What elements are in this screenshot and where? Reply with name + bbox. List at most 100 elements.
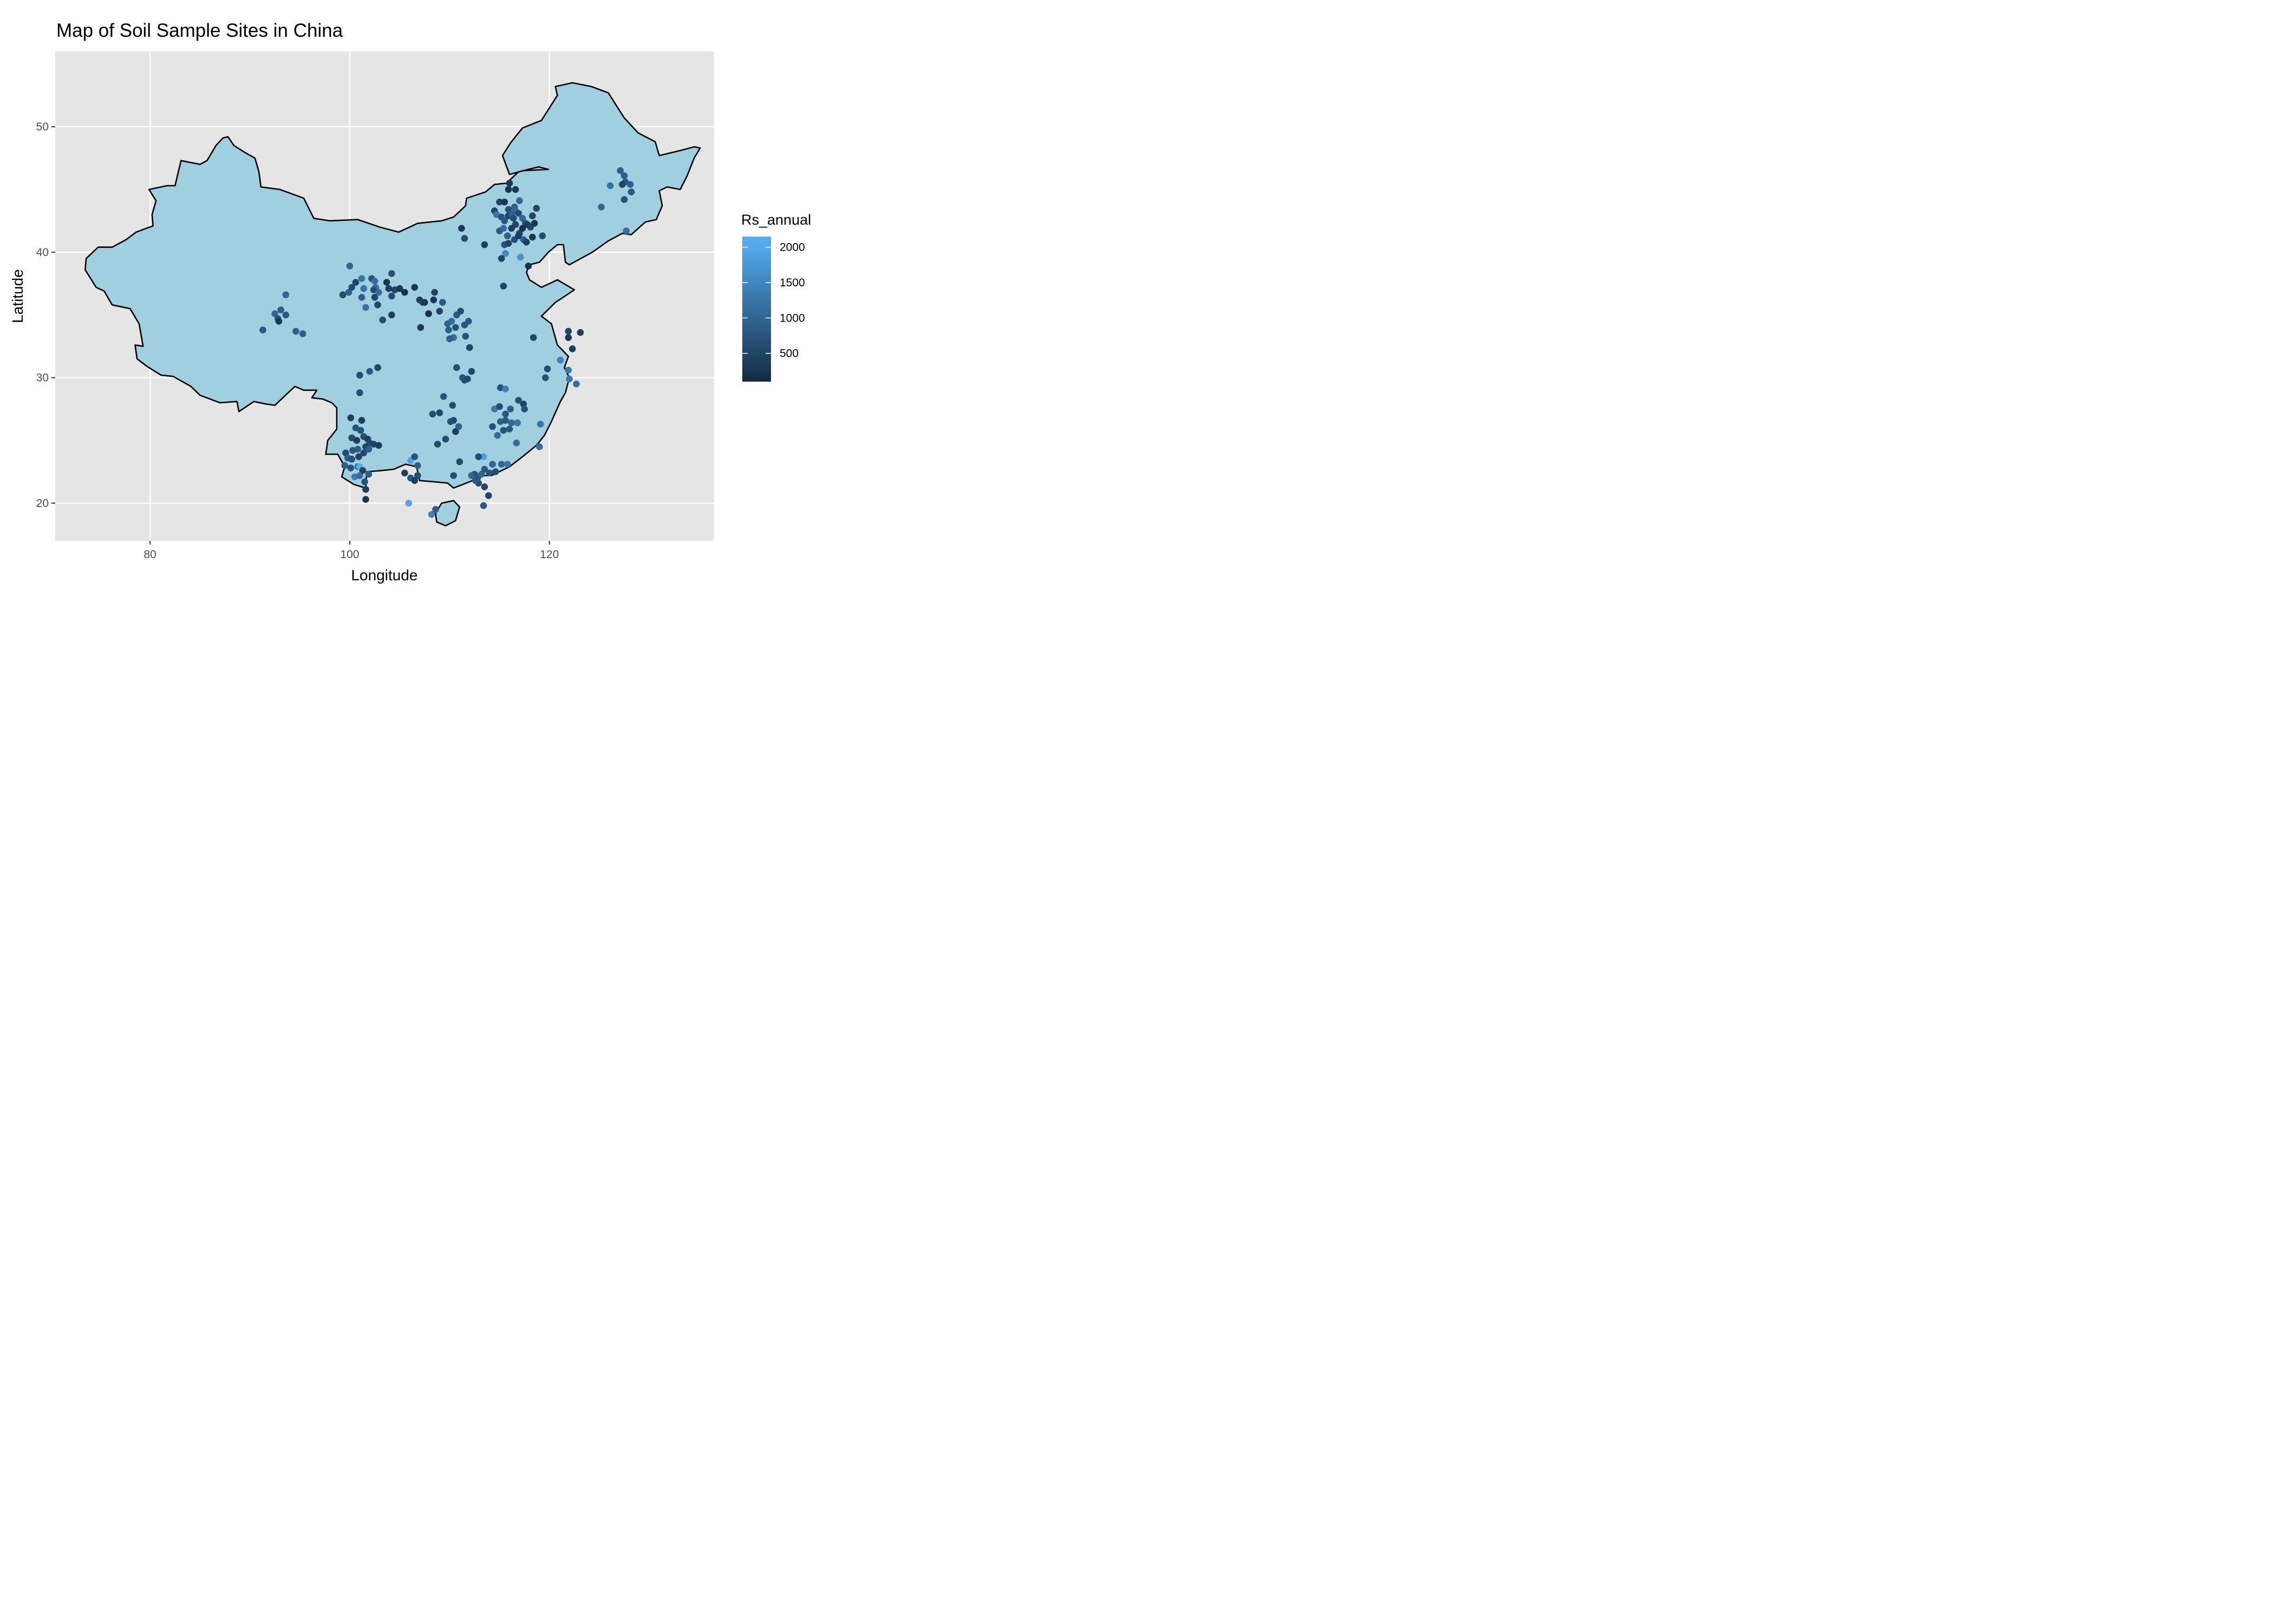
sample-point [573,381,580,388]
sample-point [498,255,505,262]
sample-point [620,172,628,179]
sample-point [515,232,522,240]
sample-point [365,446,373,453]
y-axis-title: Latitude [9,269,26,323]
y-axis: 20 30 40 50 [36,121,55,509]
sample-point [533,205,540,212]
sample-point [504,232,511,240]
sample-point [347,464,355,472]
sample-point [383,279,390,286]
sample-point [360,285,368,292]
sample-point [450,472,457,479]
sample-point [565,328,572,335]
sample-point [456,458,463,466]
sample-point [352,279,360,286]
sample-point [366,368,374,375]
sample-point [502,410,509,418]
china-mainland-outline [84,82,701,489]
sample-point [506,180,513,187]
sample-point [452,324,459,331]
legend-ticks: 500 1000 1500 2000 [742,241,805,360]
sample-point [442,435,449,443]
sample-point [536,443,543,450]
sample-point [525,263,532,270]
sample-point [405,500,413,507]
color-legend: Rs_annual 500 1000 1500 2000 [741,212,811,382]
sample-point [481,483,488,490]
sample-point [445,326,452,333]
legend-tick-label: 500 [780,348,799,360]
sample-point [414,462,421,469]
sample-point [371,277,378,285]
x-axis: 80 100 120 [143,541,559,561]
sample-point [519,225,526,232]
sample-point [375,289,382,296]
sample-point [628,188,635,195]
sample-point [502,385,509,392]
legend-tick-label: 2000 [780,241,805,254]
sample-point [259,326,266,333]
sample-point [346,263,354,270]
sample-point [501,198,508,206]
sample-point [508,419,515,427]
x-tick-label: 100 [340,548,359,561]
sample-point [529,233,536,241]
sample-point [339,291,347,298]
sample-point [626,181,634,188]
sample-point [436,307,443,315]
sample-point [494,432,501,439]
sample-point [517,253,524,261]
sample-point [515,397,522,404]
sample-point [500,225,507,232]
sample-point [385,285,393,292]
sample-point [468,472,475,479]
sample-point [362,496,369,503]
sample-point [515,209,522,217]
sample-point [436,409,443,416]
sample-point [623,227,630,234]
y-tick-label: 30 [36,372,49,384]
sample-point [516,197,523,205]
sample-point [465,318,472,325]
x-tick-label: 120 [540,548,559,561]
sample-point [282,291,290,298]
sample-point [507,405,514,412]
sample-point [341,462,348,469]
sample-point [492,468,499,475]
sample-point [537,421,544,428]
sample-point [502,250,509,257]
sample-point [411,453,419,460]
sample-point [489,461,496,468]
sample-point [531,220,538,227]
sample-point [452,428,459,435]
sample-point [486,469,493,477]
sample-point [498,461,505,468]
sample-point [530,334,537,341]
sample-point [371,294,378,301]
sample-point [606,182,614,189]
sample-point [565,334,572,341]
sample-point [388,311,395,319]
legend-title: Rs_annual [741,212,811,228]
sample-point [542,374,549,381]
sample-point [414,472,421,479]
sample-point [481,466,488,473]
sample-site-points [259,167,635,518]
sample-point [462,332,469,340]
x-tick-label: 80 [143,548,156,561]
sample-point [345,289,352,296]
sample-point [357,427,364,434]
sample-point [566,375,573,383]
sample-point [478,470,485,478]
sample-point [434,441,441,448]
sample-point [544,365,551,372]
sample-point [361,478,368,486]
y-tick-label: 50 [36,121,49,133]
y-tick-label: 20 [36,497,49,509]
sample-point [500,427,507,434]
sample-point [457,307,464,315]
sample-point [480,502,487,509]
sample-point [374,364,381,371]
sample-point [275,318,283,325]
sample-point [353,437,361,444]
